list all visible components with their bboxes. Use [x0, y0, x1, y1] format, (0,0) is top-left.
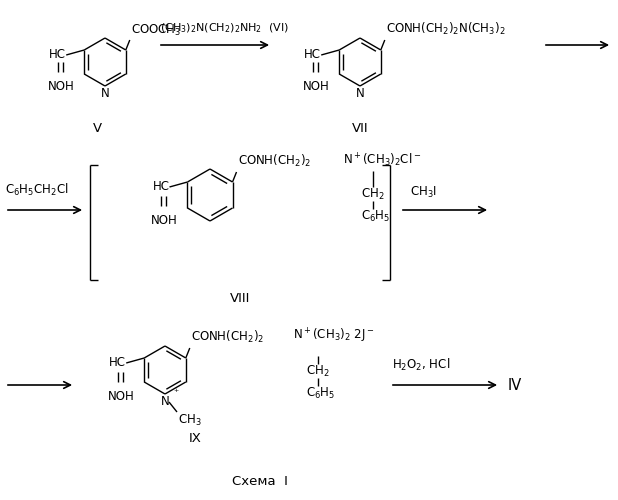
Text: VII: VII [352, 122, 368, 135]
Text: COOCH$_3$: COOCH$_3$ [131, 23, 181, 38]
Text: IV: IV [508, 378, 522, 392]
Text: N$^+$(CH$_3$)$_2$ 2J$^-$: N$^+$(CH$_3$)$_2$ 2J$^-$ [293, 326, 375, 345]
Text: Схема  I: Схема I [232, 475, 288, 488]
Text: CH$_3$I: CH$_3$I [410, 185, 437, 200]
Text: CONH(CH$_2$)$_2$N(CH$_3$)$_2$: CONH(CH$_2$)$_2$N(CH$_3$)$_2$ [386, 21, 506, 37]
Text: C$_6$H$_5$: C$_6$H$_5$ [306, 386, 335, 401]
Text: N: N [101, 87, 109, 100]
Text: H$_2$O$_2$, HCl: H$_2$O$_2$, HCl [392, 357, 451, 373]
Text: NOH: NOH [108, 390, 135, 403]
Text: NOH: NOH [303, 80, 329, 93]
Text: CH$_2$: CH$_2$ [360, 187, 384, 202]
Text: HC: HC [49, 48, 66, 62]
Text: HC: HC [304, 48, 321, 62]
Text: CONH(CH$_2$)$_2$: CONH(CH$_2$)$_2$ [191, 329, 264, 345]
Text: N: N [355, 87, 365, 100]
Text: $^+$: $^+$ [172, 388, 180, 396]
Text: HC: HC [109, 356, 126, 370]
Text: C$_6$H$_5$CH$_2$Cl: C$_6$H$_5$CH$_2$Cl [5, 182, 69, 198]
Text: (CH$_3$)$_2$N(CH$_2$)$_2$NH$_2$  (VI): (CH$_3$)$_2$N(CH$_2$)$_2$NH$_2$ (VI) [160, 22, 289, 35]
Text: NOH: NOH [151, 214, 178, 227]
Text: CH$_2$: CH$_2$ [306, 364, 329, 379]
Text: IX: IX [188, 432, 201, 445]
Text: V: V [93, 122, 101, 135]
Text: C$_6$H$_5$: C$_6$H$_5$ [360, 209, 390, 224]
Text: CONH(CH$_2$)$_2$: CONH(CH$_2$)$_2$ [237, 153, 311, 169]
Text: N$^+$(CH$_3$)$_2$Cl$^-$: N$^+$(CH$_3$)$_2$Cl$^-$ [342, 152, 421, 169]
Text: CH$_3$: CH$_3$ [178, 413, 201, 428]
Text: HC: HC [153, 180, 169, 194]
Text: VIII: VIII [230, 292, 250, 305]
Text: N: N [161, 395, 169, 408]
Text: NOH: NOH [48, 80, 75, 93]
